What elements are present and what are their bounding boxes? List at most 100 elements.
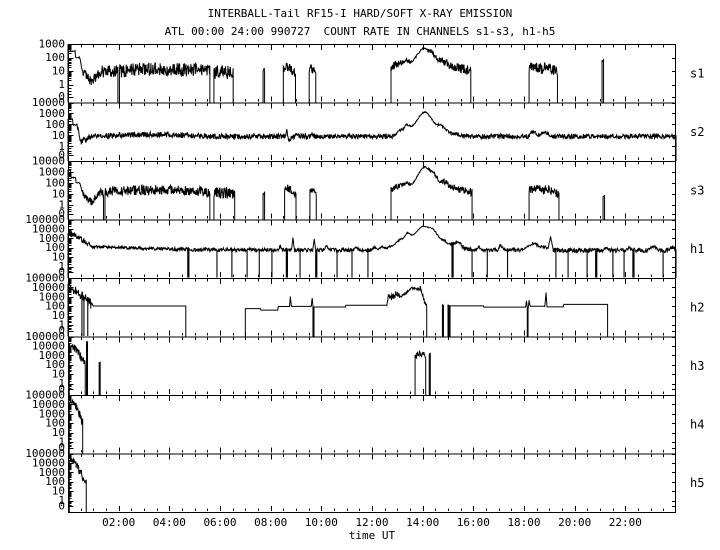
data-trace-s3 <box>104 183 211 220</box>
y-tick-label: 10000 <box>32 96 65 109</box>
panel-label-h3: h3 <box>690 359 704 373</box>
panel-label-h5: h5 <box>690 476 704 490</box>
data-trace-s3 <box>67 169 104 220</box>
data-trace-h5 <box>68 457 87 512</box>
x-tick-label: 08:00 <box>254 516 287 529</box>
y-tick-label: 1 <box>58 377 65 390</box>
panel-border <box>68 453 676 513</box>
y-tick-label: 0 <box>58 383 65 396</box>
y-tick-label: 100 <box>45 118 65 131</box>
data-trace-h3 <box>85 340 89 395</box>
y-tick-label: 10 <box>52 187 65 200</box>
y-tick-label: 10000 <box>32 222 65 235</box>
y-tick-label: 100 <box>45 176 65 189</box>
y-tick-label: 10000 <box>32 398 65 411</box>
x-tick-label: 02:00 <box>102 516 135 529</box>
y-tick-label: 0 <box>58 90 65 103</box>
data-trace-s1 <box>118 61 211 103</box>
data-trace-s1 <box>390 46 472 103</box>
y-tick-label: 1000 <box>39 107 66 120</box>
data-trace-s1 <box>308 64 317 103</box>
y-tick-label: 10 <box>52 129 65 142</box>
y-tick-label: 100000 <box>25 213 65 226</box>
x-tick-label: 04:00 <box>153 516 186 529</box>
data-trace-s3 <box>528 184 560 220</box>
panel-label-s1: s1 <box>690 66 704 80</box>
panel-border <box>68 395 676 455</box>
y-tick-label: 1 <box>58 198 65 211</box>
data-trace-h2 <box>244 296 314 337</box>
data-trace-h3 <box>428 352 431 395</box>
y-tick-label: 1000 <box>39 349 66 362</box>
x-tick-label: 12:00 <box>355 516 388 529</box>
y-tick-label: 10 <box>52 251 65 264</box>
y-tick-label: 1000 <box>39 165 66 178</box>
y-tick-label: 100 <box>45 475 65 488</box>
y-tick-label: 1 <box>58 260 65 273</box>
y-tick-label: 100 <box>45 241 65 254</box>
y-tick-label: 100 <box>45 300 65 313</box>
data-trace-s3 <box>309 187 317 220</box>
y-tick-label: 1000 <box>39 290 66 303</box>
y-tick-label: 1 <box>58 494 65 507</box>
y-tick-label: 10000 <box>32 456 65 469</box>
x-tick-label: 22:00 <box>609 516 642 529</box>
y-tick-label: 1 <box>58 436 65 449</box>
y-tick-label: 100 <box>45 358 65 371</box>
data-trace-s1 <box>528 62 558 103</box>
y-tick-label: 10 <box>52 309 65 322</box>
data-trace-h2 <box>67 283 187 337</box>
panel-label-s2: s2 <box>690 125 704 139</box>
y-tick-label: 0 <box>58 441 65 454</box>
y-tick-label: 10 <box>52 485 65 498</box>
y-tick-label: 1 <box>58 78 65 91</box>
y-tick-label: 10 <box>52 426 65 439</box>
y-tick-label: 10 <box>52 368 65 381</box>
data-trace-s3 <box>390 165 473 220</box>
data-trace-h4 <box>68 398 84 454</box>
panel-label-h2: h2 <box>690 300 704 314</box>
y-tick-label: 0 <box>58 500 65 513</box>
data-trace-h2 <box>441 303 444 337</box>
x-tick-label: 10:00 <box>305 516 338 529</box>
data-trace-h3 <box>98 361 101 395</box>
data-trace-s3 <box>602 195 606 220</box>
y-tick-label: 0 <box>58 324 65 337</box>
y-tick-label: 1000 <box>39 38 66 51</box>
chart-title: INTERBALL-Tail RF15-I HARD/SOFT X-RAY EM… <box>207 7 513 20</box>
data-trace-s1 <box>213 65 234 103</box>
y-tick-label: 1000 <box>39 232 66 245</box>
panel-label-s3: s3 <box>690 183 704 197</box>
y-tick-label: 10000 <box>32 155 65 168</box>
panel-border <box>68 336 676 396</box>
y-tick-label: 100 <box>45 51 65 64</box>
y-tick-label: 100000 <box>25 389 65 402</box>
y-tick-label: 1000 <box>39 407 66 420</box>
x-tick-label: 06:00 <box>203 516 236 529</box>
y-tick-label: 100 <box>45 417 65 430</box>
data-trace-s1 <box>262 67 266 103</box>
data-trace-s1 <box>282 62 296 103</box>
data-trace-s3 <box>284 184 297 220</box>
y-tick-label: 10000 <box>32 339 65 352</box>
data-trace-h2 <box>449 300 528 337</box>
data-trace-h2 <box>313 285 428 337</box>
panel-label-h1: h1 <box>690 242 704 256</box>
y-tick-label: 0 <box>58 207 65 220</box>
y-tick-label: 100000 <box>25 272 65 285</box>
panel-label-h4: h4 <box>690 417 704 431</box>
y-tick-label: 100000 <box>25 447 65 460</box>
y-tick-label: 100000 <box>25 330 65 343</box>
data-trace-h1 <box>67 224 677 278</box>
data-trace-h3 <box>414 350 427 395</box>
data-trace-h3 <box>68 343 86 395</box>
y-tick-label: 1000 <box>39 466 66 479</box>
data-trace-s3 <box>262 190 266 220</box>
x-tick-label: 16:00 <box>457 516 490 529</box>
data-trace-s1 <box>67 44 119 103</box>
y-tick-label: 1 <box>58 319 65 332</box>
y-tick-label: 0 <box>58 149 65 162</box>
y-tick-label: 1 <box>58 140 65 153</box>
